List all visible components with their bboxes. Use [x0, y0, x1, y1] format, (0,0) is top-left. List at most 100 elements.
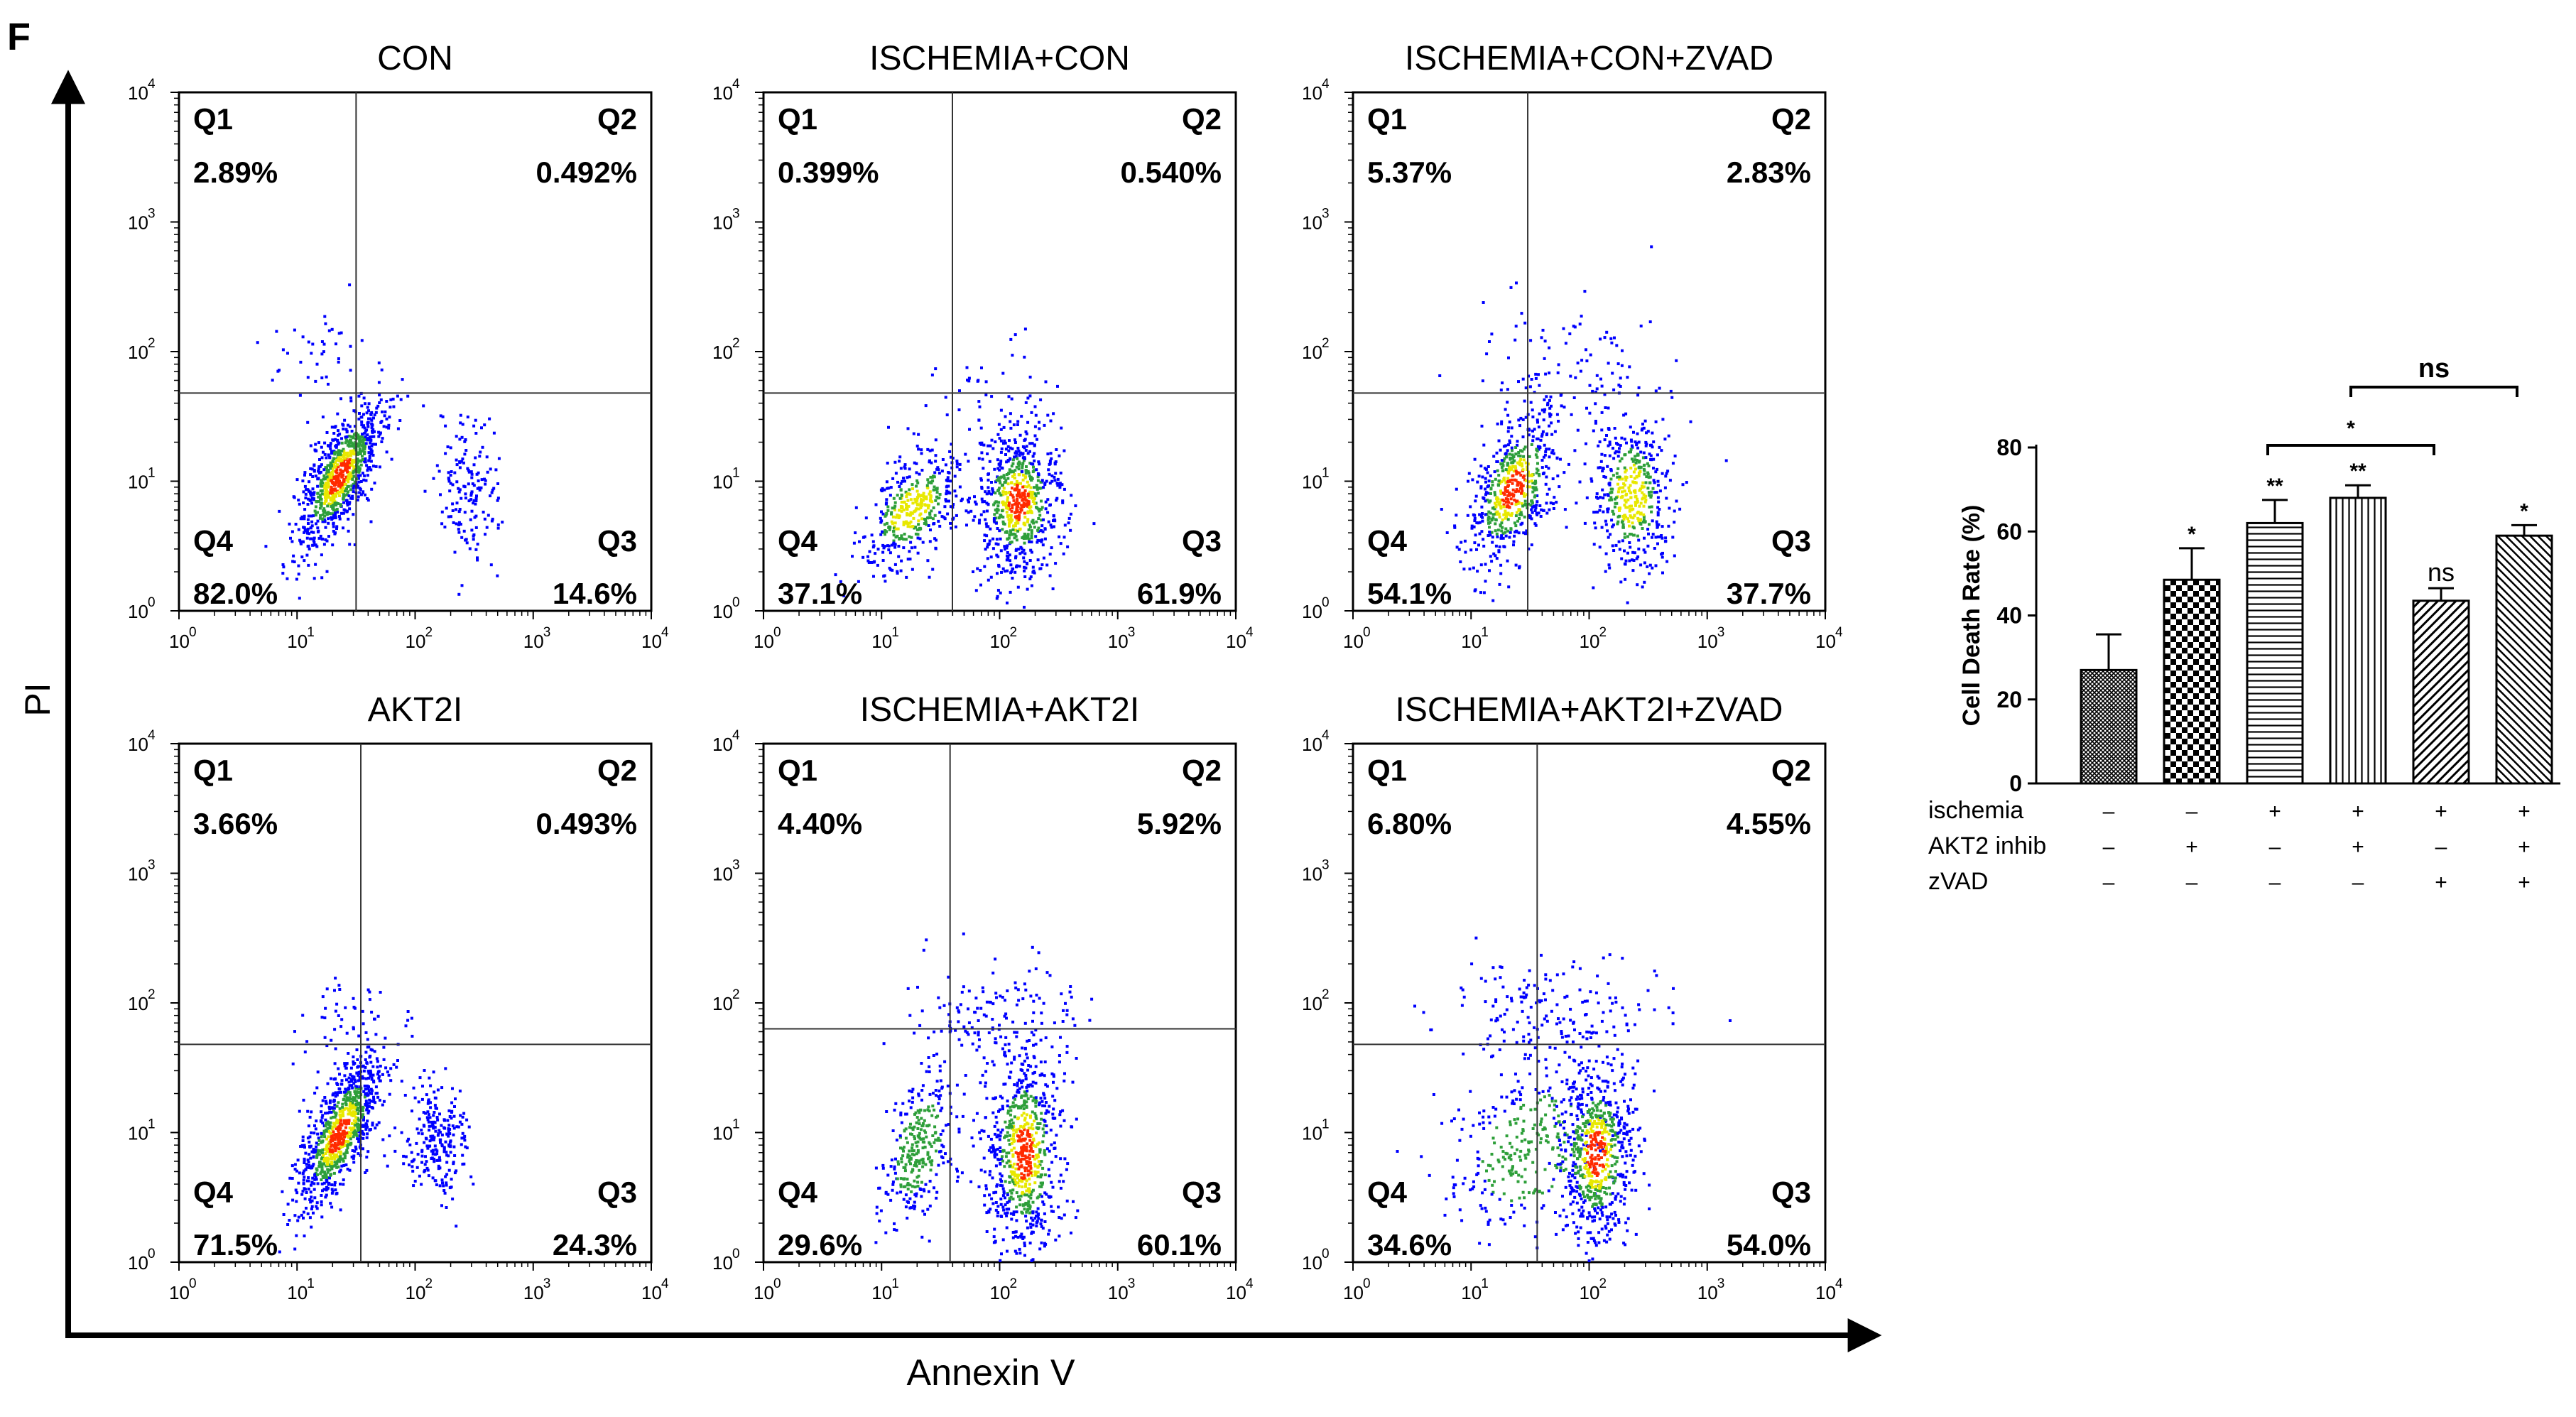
event-dot — [1657, 501, 1660, 504]
event-dot — [362, 448, 365, 451]
event-dot — [302, 1190, 305, 1193]
event-dot — [316, 485, 319, 488]
event-dot — [1536, 462, 1539, 465]
event-dot — [477, 472, 480, 474]
event-dot — [308, 1141, 310, 1144]
event-dot — [366, 474, 369, 477]
event-dot — [1542, 329, 1545, 332]
event-dot — [351, 478, 354, 481]
event-dot — [325, 1188, 328, 1191]
event-dot — [922, 494, 925, 497]
event-dot — [342, 526, 344, 529]
event-dot — [1018, 516, 1021, 519]
event-dot — [1585, 348, 1587, 351]
event-dot — [369, 442, 371, 445]
event-dot — [434, 1126, 437, 1129]
event-dot — [315, 522, 317, 525]
event-dot — [396, 1059, 399, 1062]
event-dot — [900, 570, 903, 572]
event-dot — [308, 548, 311, 550]
event-dot — [337, 984, 340, 987]
event-dot — [341, 1103, 344, 1106]
event-dot — [1013, 571, 1016, 574]
event-dot — [1019, 511, 1022, 514]
event-dot — [1479, 591, 1482, 594]
event-dot — [310, 499, 313, 501]
event-dot — [374, 1126, 376, 1129]
event-dot — [444, 1067, 447, 1070]
event-dot — [906, 499, 909, 502]
event-dot — [397, 428, 400, 430]
event-dot — [421, 1085, 424, 1087]
event-dot — [357, 1124, 360, 1126]
event-dot — [1616, 523, 1619, 526]
event-dot — [955, 526, 957, 528]
event-dot — [1647, 473, 1650, 476]
event-dot — [334, 531, 337, 534]
event-dot — [1631, 521, 1634, 524]
event-dot — [883, 489, 886, 492]
event-dot — [1050, 457, 1053, 460]
event-dot — [1037, 517, 1040, 520]
event-dot — [1544, 340, 1547, 342]
event-dot — [310, 1181, 313, 1184]
event-dot — [1514, 452, 1517, 455]
event-dot — [1023, 512, 1026, 515]
event-dot — [305, 1166, 308, 1169]
event-dot — [310, 1207, 313, 1210]
event-dot — [884, 580, 886, 582]
event-dot — [1656, 491, 1658, 494]
event-dot — [424, 490, 427, 493]
event-dot — [917, 519, 920, 522]
event-dot — [905, 576, 908, 579]
event-dot — [1516, 500, 1518, 503]
event-dot — [1013, 423, 1016, 426]
event-dot — [329, 1150, 332, 1153]
event-dot — [340, 1083, 343, 1086]
x-tick-exponent: 0 — [773, 625, 781, 640]
event-dot — [1641, 527, 1644, 530]
event-dot — [1639, 563, 1642, 566]
event-dot — [473, 484, 476, 487]
event-dot — [353, 1133, 356, 1136]
event-dot — [366, 1062, 369, 1065]
event-dot — [1033, 526, 1036, 528]
event-dot — [323, 442, 326, 445]
event-dot — [327, 383, 330, 386]
event-dot — [901, 480, 903, 483]
event-dot — [305, 1191, 308, 1194]
event-dot — [320, 535, 322, 538]
event-dot — [317, 520, 320, 523]
event-dot — [330, 1039, 332, 1042]
event-dot — [1641, 585, 1644, 588]
event-dot — [335, 1082, 338, 1085]
event-dot — [489, 494, 491, 497]
event-dot — [1530, 509, 1533, 511]
event-dot — [1496, 452, 1499, 455]
event-dot — [276, 370, 279, 373]
event-dot — [1643, 469, 1646, 472]
event-dot — [1027, 494, 1030, 497]
event-dot — [1611, 488, 1614, 491]
event-dot — [1496, 469, 1499, 472]
event-dot — [1652, 533, 1655, 536]
event-dot — [908, 475, 911, 478]
event-dot — [337, 1101, 339, 1104]
event-dot — [1559, 458, 1562, 461]
event-dot — [1007, 472, 1010, 474]
event-dot — [445, 1173, 448, 1176]
event-dot — [1594, 526, 1597, 529]
event-dot — [349, 439, 352, 442]
event-dot — [946, 413, 949, 416]
event-dot — [303, 471, 306, 474]
event-dot — [340, 437, 343, 440]
event-dot — [1006, 602, 1009, 604]
event-dot — [1474, 533, 1477, 536]
event-dot — [1484, 467, 1487, 469]
event-dot — [332, 467, 335, 470]
event-dot — [888, 528, 891, 531]
event-dot — [1584, 462, 1587, 465]
event-dot — [418, 1100, 420, 1103]
event-dot — [1455, 488, 1458, 491]
